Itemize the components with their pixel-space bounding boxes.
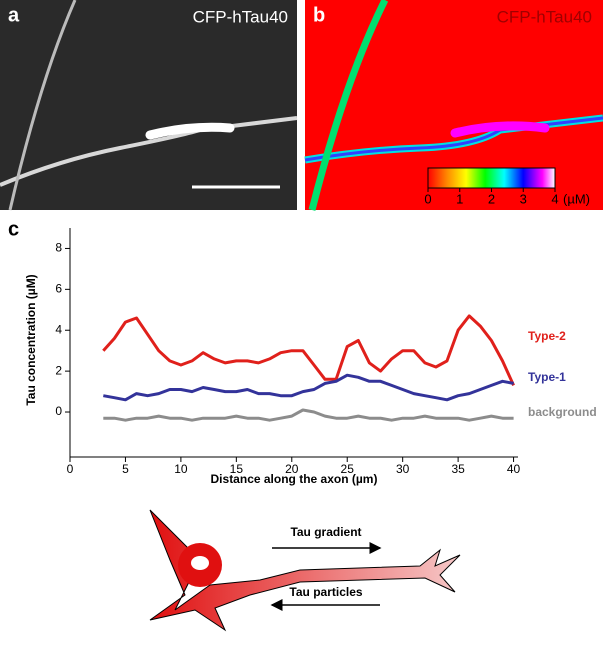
y-tick-label: 4 bbox=[55, 322, 62, 336]
x-tick-label: 35 bbox=[451, 462, 465, 476]
series-line bbox=[103, 373, 514, 402]
axon-core bbox=[304, 116, 603, 162]
panel-label: a bbox=[8, 4, 20, 26]
colorbar-unit: (µM) bbox=[563, 191, 590, 206]
axon-bright bbox=[450, 121, 550, 138]
legend-label: Type-1 bbox=[528, 370, 566, 384]
axon bbox=[308, 0, 389, 211]
x-tick-label: 0 bbox=[67, 462, 74, 476]
colorbar-tick-label: 0 bbox=[424, 191, 431, 206]
axon bbox=[0, 116, 298, 187]
colorbar-tick-label: 3 bbox=[520, 191, 527, 206]
panel-label: b bbox=[313, 4, 325, 26]
image-label: CFP-hTau40 bbox=[193, 7, 288, 26]
y-tick-label: 0 bbox=[55, 404, 62, 418]
micrograph bbox=[0, 0, 297, 210]
x-axis-title: Distance along the axon (µm) bbox=[211, 472, 378, 486]
colorbar-tick-label: 2 bbox=[488, 191, 495, 206]
y-tick-label: 8 bbox=[55, 241, 62, 255]
x-tick-label: 15 bbox=[230, 462, 244, 476]
diagram-label: Tau gradient bbox=[290, 525, 361, 539]
legend-label: background bbox=[528, 405, 597, 419]
x-tick-label: 25 bbox=[341, 462, 355, 476]
x-tick-label: 5 bbox=[122, 462, 129, 476]
diagram-label: Tau particles bbox=[289, 585, 362, 599]
panel-label: c bbox=[8, 218, 19, 240]
series-line bbox=[103, 408, 514, 422]
x-tick-label: 30 bbox=[396, 462, 410, 476]
colorbar bbox=[427, 167, 556, 189]
x-tick-label: 20 bbox=[285, 462, 299, 476]
y-axis-title: Tau concentration (µM) bbox=[24, 274, 38, 405]
series-line bbox=[102, 314, 515, 387]
legend-label: Type-2 bbox=[528, 329, 566, 343]
y-tick-label: 6 bbox=[55, 282, 62, 296]
nucleus bbox=[191, 556, 209, 570]
axon-bright bbox=[145, 122, 235, 140]
neuron bbox=[149, 509, 461, 632]
x-tick-label: 10 bbox=[174, 462, 188, 476]
axon bbox=[8, 0, 77, 211]
colorbar-tick-label: 1 bbox=[456, 191, 463, 206]
image-label: CFP-hTau40 bbox=[497, 7, 592, 26]
x-tick-label: 40 bbox=[507, 462, 521, 476]
y-tick-label: 2 bbox=[55, 363, 62, 377]
colorbar-tick-label: 4 bbox=[551, 191, 558, 206]
